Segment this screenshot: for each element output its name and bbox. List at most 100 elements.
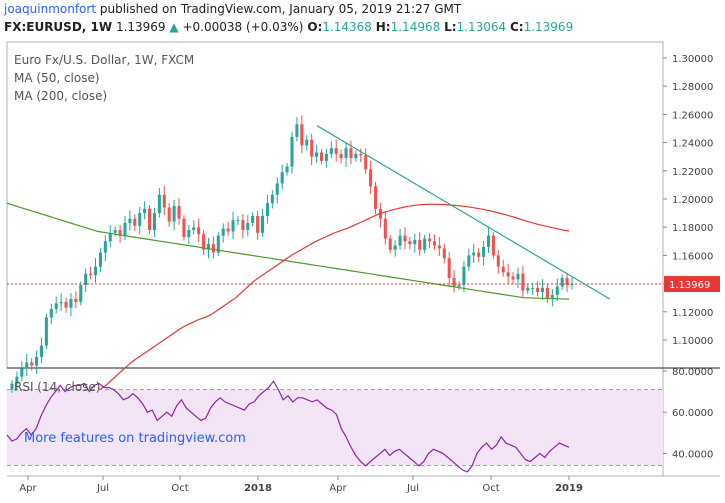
time-tick-label: Apr [19,483,37,494]
candle-body [35,356,39,366]
candle [275,177,279,204]
candle [403,227,407,250]
candle [280,164,284,190]
candle [521,265,525,297]
candle-body [202,234,206,250]
candle [246,215,250,237]
trendline[interactable] [316,125,611,300]
candle-body [310,139,314,157]
promo-link[interactable]: More features on tradingview.com [24,431,246,446]
candle [300,115,304,154]
candle-body [113,230,117,233]
candle-body [93,266,98,276]
candle-body [373,186,378,209]
candle [74,291,78,308]
candle-body [550,294,554,298]
candle [69,293,73,317]
candle-body [30,362,34,366]
candle-body [211,244,215,253]
candle-body [251,215,255,223]
candle [526,284,530,295]
candle [560,274,564,290]
candle-body [69,299,73,308]
ma50-line [99,203,570,390]
candle-body [246,222,250,231]
candle [437,236,441,257]
candle-body [123,222,127,236]
candle-body [79,285,83,302]
publish-line: joaquinmonfort published on TradingView.… [4,2,461,16]
candle-body [516,273,520,280]
candle [550,288,554,307]
candle [408,236,412,250]
candle [496,250,500,274]
chart-title: Euro Fx/U.S. Dollar, 1W, FXCM [14,53,194,67]
candle [511,272,515,285]
candle-body [452,277,456,287]
candle-body [275,183,279,195]
candle-body [545,287,549,298]
candle [344,142,348,167]
candle-body [162,194,166,208]
candle-body [383,218,387,239]
low-value: 1.13064 [456,20,507,34]
candle-body [418,239,422,250]
candle-body [265,203,269,216]
time-axis[interactable]: Apr Jul Oct 2018 Apr Jul Oct 2019 [19,476,583,494]
candle-body [270,194,274,204]
candle [236,215,240,226]
candle-body [157,194,161,214]
candle-body [359,153,363,156]
candle-body [261,215,265,233]
candle [49,303,53,325]
candle-body [221,228,225,236]
candle [25,353,29,376]
candle-body [148,208,152,231]
candle [319,148,323,165]
candle-body [300,124,304,146]
candle-body [334,148,338,154]
candle [472,243,476,264]
candle [270,190,274,209]
candle-body [432,241,436,246]
candle-body [256,215,260,233]
price-axis[interactable]: 1.30000 1.28000 1.26000 1.24000 1.22000 1.200… [663,54,713,347]
candle-body [290,136,294,167]
candle-body [536,287,540,293]
candle [15,371,19,391]
candle [516,267,520,288]
candle-body [59,301,63,304]
rsi-title: RSI (14, close) [14,380,100,394]
candle [398,228,402,250]
candle-body [295,124,299,137]
symbol-label: FX:EURUSD, 1W [4,20,113,34]
candle [182,215,186,241]
author-link[interactable]: joaquinmonfort [4,2,97,16]
candle [447,252,451,287]
candle [369,160,373,195]
rsi-line [6,380,570,473]
close-label: C: [509,20,524,34]
candle [315,144,319,163]
candle-body [472,252,476,256]
candle [216,232,220,257]
candle-body [531,287,535,289]
candle-body [496,255,500,267]
time-tick-label: 2019 [555,483,583,494]
price-change: +0.00038 (+0.03%) [182,20,304,34]
high-label: H: [375,20,391,34]
candle [329,141,333,159]
candle [491,232,495,259]
candle-body [172,206,176,222]
rsi-tick-label: 80.0000 [672,367,713,378]
candle-body [177,206,181,219]
candle [148,205,152,234]
candle-body [241,220,245,231]
price-tick-label: 1.26000 [672,110,713,121]
candle [413,233,417,253]
candle-body [25,362,29,369]
price-tick-label: 1.30000 [672,54,713,65]
rsi-axis[interactable]: 80.0000 60.0000 40.0000 [663,367,713,460]
candle-body [108,232,112,242]
